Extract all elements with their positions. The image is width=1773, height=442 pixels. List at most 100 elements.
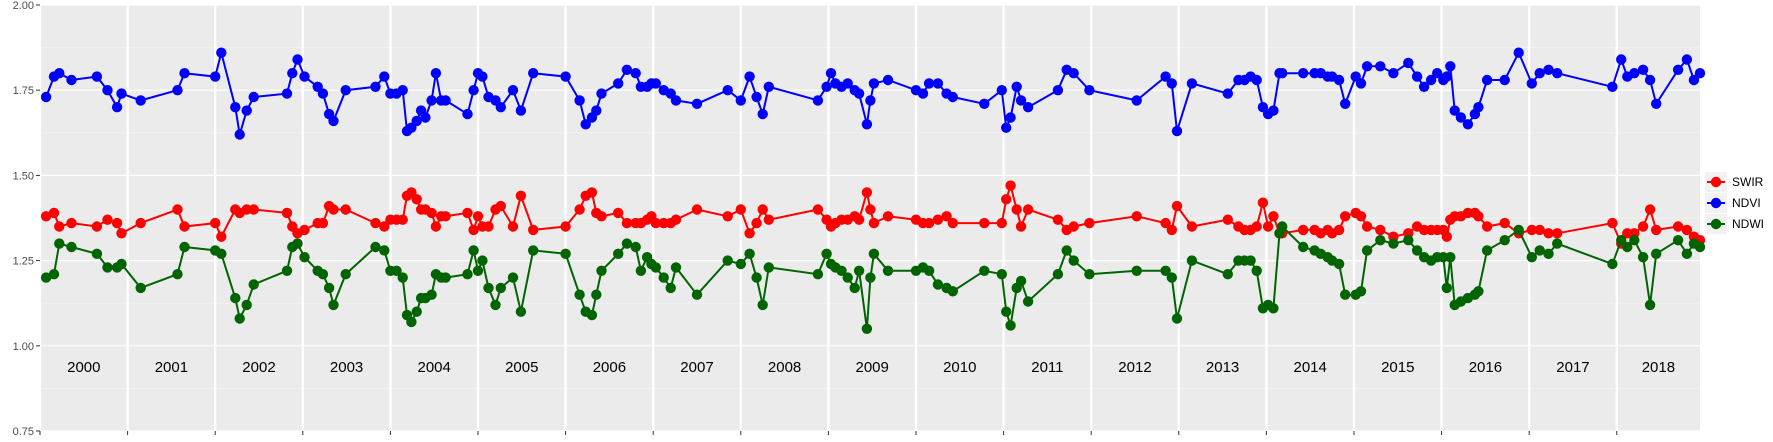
data-point-ndwi xyxy=(650,262,661,273)
data-point-ndwi xyxy=(1473,286,1484,297)
data-point-ndvi xyxy=(1022,102,1034,113)
data-point-ndvi xyxy=(630,68,641,79)
data-point-ndvi xyxy=(825,68,837,79)
data-point-swir xyxy=(116,228,127,239)
data-point-ndvi xyxy=(979,98,990,110)
data-point-swir xyxy=(1375,224,1386,236)
data-point-ndvi xyxy=(111,102,123,113)
data-point-swir xyxy=(1441,231,1453,242)
data-point-ndwi xyxy=(1534,245,1545,256)
data-point-ndwi xyxy=(397,272,408,283)
data-point-swir xyxy=(853,214,865,225)
data-point-ndwi xyxy=(865,272,876,283)
data-point-ndwi xyxy=(135,282,146,294)
data-point-ndvi xyxy=(495,102,506,113)
data-point-swir xyxy=(1262,221,1274,232)
year-label: 2001 xyxy=(155,359,188,376)
data-point-ndwi xyxy=(1513,224,1524,236)
data-point-ndwi xyxy=(40,272,52,283)
data-point-ndvi xyxy=(1449,105,1460,116)
data-point-ndvi xyxy=(882,74,894,86)
x-axis: 2000 2001 2002 2003 2004 2005 2006 2007 2008 2009… xyxy=(39,359,1675,435)
data-point-swir xyxy=(744,228,755,239)
data-point-ndwi xyxy=(1411,245,1423,256)
data-point-ndvi xyxy=(861,119,873,130)
legend-item-ndvi: NDVI xyxy=(1705,193,1761,213)
data-point-ndwi xyxy=(1171,313,1183,324)
data-point-ndvi xyxy=(591,105,602,116)
data-point-ndvi xyxy=(1277,68,1288,79)
data-point-ndwi xyxy=(1644,299,1656,311)
data-point-ndvi xyxy=(574,95,585,106)
data-point-ndvi xyxy=(328,115,339,127)
data-point-ndwi xyxy=(751,272,762,283)
data-point-ndwi xyxy=(406,316,417,328)
data-point-swir xyxy=(865,204,876,215)
data-point-ndvi xyxy=(821,81,832,93)
data-point-ndwi xyxy=(1543,248,1554,259)
data-point-ndvi xyxy=(763,81,774,93)
year-label: 2005 xyxy=(505,359,538,376)
data-point-ndwi xyxy=(391,265,402,276)
data-point-ndvi xyxy=(1425,74,1437,86)
data-point-ndvi xyxy=(1186,78,1198,89)
data-point-ndwi xyxy=(1375,235,1386,246)
data-point-ndwi xyxy=(54,238,65,249)
data-point-ndvi xyxy=(1333,74,1345,86)
data-point-ndvi xyxy=(468,85,479,96)
data-point-ndvi xyxy=(1445,61,1456,72)
data-point-ndvi xyxy=(1131,95,1142,106)
data-point-swir xyxy=(941,211,952,222)
data-point-ndwi xyxy=(821,248,832,259)
data-point-swir xyxy=(379,221,390,232)
data-point-ndvi xyxy=(1637,64,1649,76)
data-point-ndvi xyxy=(1052,85,1064,96)
data-point-ndvi xyxy=(528,68,539,79)
data-point-ndvi xyxy=(757,108,768,120)
year-label: 2011 xyxy=(1031,359,1063,376)
data-point-ndvi xyxy=(842,78,853,89)
data-point-ndvi xyxy=(1011,81,1022,93)
y-axis: 0.75 1.00 1.25 1.50 1.75 2.00 xyxy=(13,0,40,438)
data-point-swir xyxy=(763,214,774,225)
data-point-ndwi xyxy=(586,309,598,321)
data-point-swir xyxy=(979,217,990,229)
legend-key-point xyxy=(1710,176,1722,188)
data-point-ndvi xyxy=(420,112,431,123)
data-point-swir xyxy=(507,221,519,232)
y-tick-label: 1.50 xyxy=(13,170,34,182)
data-point-ndwi xyxy=(1607,258,1618,270)
data-point-ndwi xyxy=(836,265,847,276)
data-point-ndwi xyxy=(1001,306,1012,317)
data-point-ndvi xyxy=(1526,78,1538,89)
data-point-ndwi xyxy=(477,255,488,266)
data-point-swir xyxy=(172,204,183,215)
data-point-swir xyxy=(515,190,527,201)
data-point-ndvi xyxy=(1015,95,1027,106)
data-point-ndvi xyxy=(281,88,293,99)
data-point-swir xyxy=(328,204,339,215)
data-point-swir xyxy=(1084,217,1095,229)
data-point-ndwi xyxy=(1672,235,1684,246)
data-point-ndwi xyxy=(323,282,335,294)
data-point-swir xyxy=(430,221,442,232)
data-point-swir xyxy=(1268,211,1279,222)
data-point-ndvi xyxy=(40,91,52,103)
data-point-ndvi xyxy=(1068,68,1079,79)
data-point-ndwi xyxy=(560,248,571,259)
data-point-ndvi xyxy=(865,95,876,106)
data-point-swir xyxy=(340,204,351,215)
data-point-swir xyxy=(1160,217,1171,229)
data-point-ndvi xyxy=(670,95,682,106)
data-point-ndwi xyxy=(630,241,641,253)
legend-label: SWIR xyxy=(1732,175,1764,189)
data-point-ndvi xyxy=(116,88,127,99)
data-point-swir xyxy=(882,211,894,222)
data-point-ndvi xyxy=(507,85,519,96)
data-point-ndvi xyxy=(1375,61,1386,72)
data-point-ndvi xyxy=(1411,71,1423,82)
data-point-ndwi xyxy=(490,299,501,311)
data-point-ndvi xyxy=(1681,54,1693,65)
data-point-ndvi xyxy=(722,85,733,96)
data-point-ndwi xyxy=(1629,235,1640,246)
